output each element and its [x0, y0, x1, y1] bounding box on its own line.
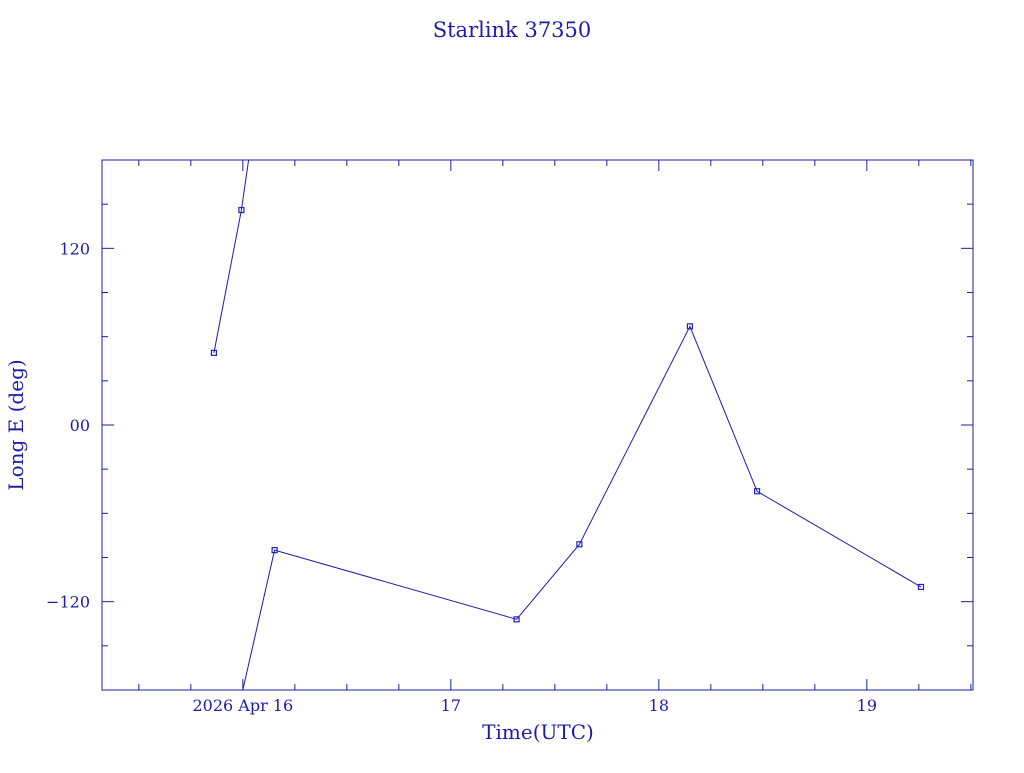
x-axis-label: Time(UTC)	[482, 720, 594, 744]
y-tick-label: 120	[59, 239, 90, 258]
data-point	[686, 323, 693, 330]
chart-title: Starlink 37350	[433, 18, 592, 42]
y-tick-label: −120	[46, 593, 90, 612]
x-tick-label: 17	[441, 696, 461, 715]
y-axis-label: Long E (deg)	[4, 359, 28, 490]
data-point	[576, 541, 583, 548]
plot-frame	[101, 159, 974, 691]
data-point	[210, 349, 218, 356]
series-line	[213, 160, 250, 353]
x-tick-label: 2026 Apr 16	[192, 696, 293, 715]
data-point	[238, 206, 245, 214]
x-tick-label: 19	[857, 696, 877, 715]
data-point	[513, 616, 520, 623]
data-point	[917, 583, 925, 591]
y-tick-label: 00	[70, 416, 90, 435]
data-point	[271, 547, 278, 554]
x-tick-label: 18	[649, 696, 669, 715]
series-line	[242, 325, 922, 690]
data-point	[753, 488, 761, 495]
plot-area: 2026 Apr 16 17 18 19 120 00 −120	[46, 159, 974, 715]
